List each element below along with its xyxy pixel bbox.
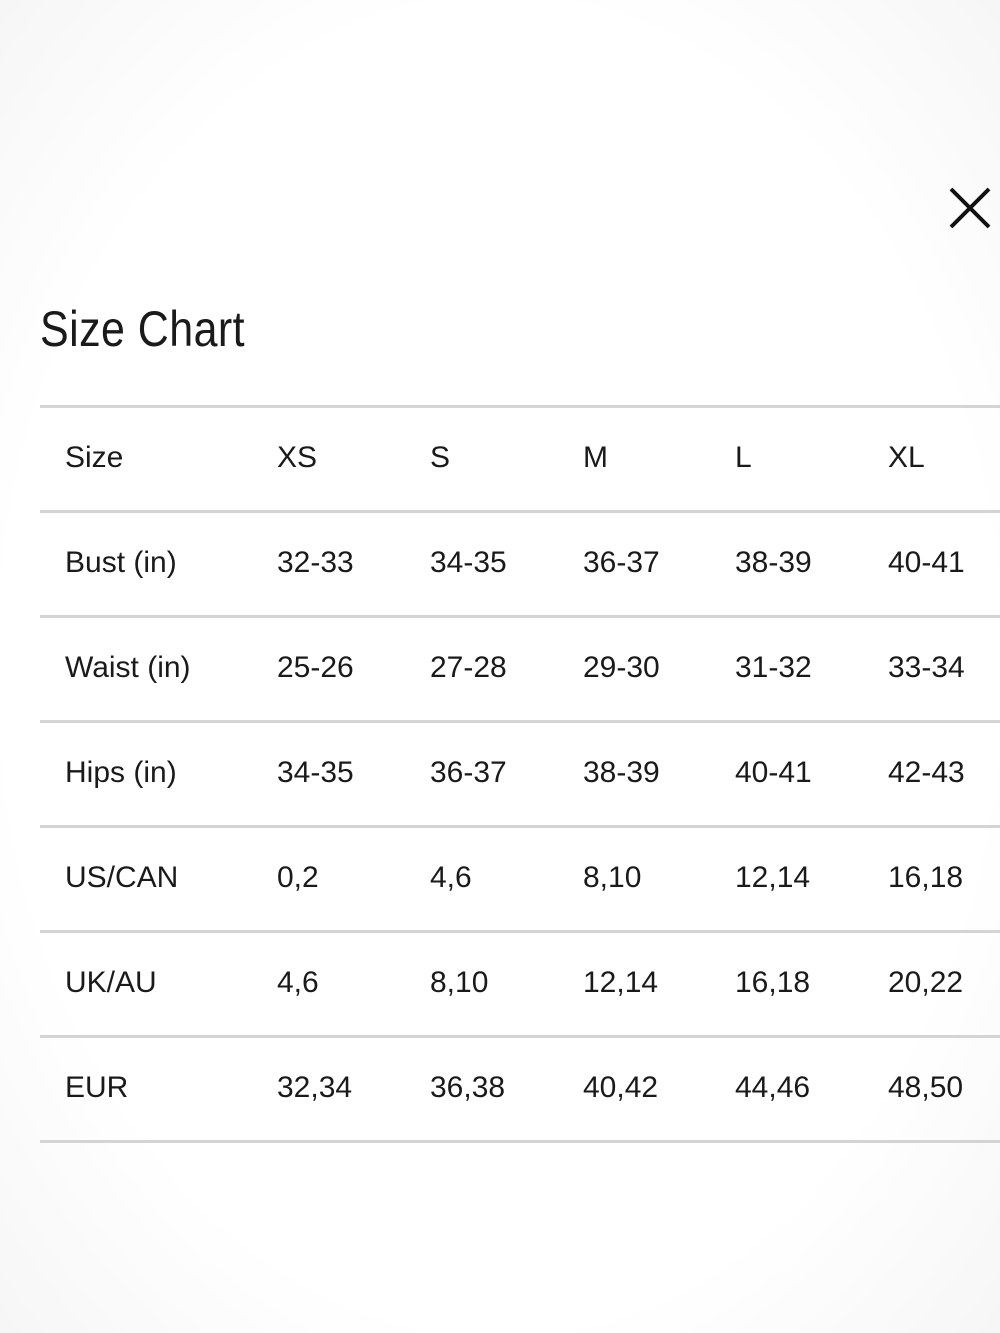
table-row: US/CAN 0,2 4,6 8,10 12,14 16,18 — [40, 825, 1000, 930]
table-cell: 36-37 — [583, 546, 660, 579]
table-cell: 40-41 — [888, 546, 965, 579]
table-row: Hips (in) 34-35 36-37 38-39 40-41 42-43 — [40, 720, 1000, 825]
table-cell: 38-39 — [583, 756, 660, 789]
table-cell: Waist (in) — [65, 651, 191, 684]
table-cell: Hips (in) — [65, 756, 177, 789]
table-cell: S — [430, 441, 451, 474]
size-table: Size XS S M L XL Bust (in) 32-33 34-35 36-37 38-39… — [40, 405, 1000, 1143]
table-cell: 29-30 — [583, 651, 660, 684]
table-cell: XL — [888, 441, 925, 474]
table-cell: 16,18 — [888, 861, 964, 894]
table-cell: EUR — [65, 1071, 129, 1104]
table-cell: US/CAN — [65, 861, 179, 894]
table-cell: 12,14 — [735, 861, 811, 894]
table-cell: 40,42 — [583, 1071, 659, 1104]
table-cell: 33-34 — [888, 651, 965, 684]
table-cell: 27-28 — [430, 651, 507, 684]
table-cell: 8,10 — [583, 861, 642, 894]
table-cell: 36-37 — [430, 756, 507, 789]
table-cell: 44,46 — [735, 1071, 811, 1104]
table-cell: 4,6 — [430, 861, 472, 894]
table-cell: L — [735, 441, 752, 474]
table-cell: 12,14 — [583, 966, 659, 999]
close-button[interactable] — [948, 186, 992, 230]
table-cell: 34-35 — [430, 546, 507, 579]
table-cell: 34-35 — [277, 756, 354, 789]
table-cell: M — [583, 441, 608, 474]
table-cell: Bust (in) — [65, 546, 177, 579]
table-cell: 48,50 — [888, 1071, 964, 1104]
table-cell: 32,34 — [277, 1071, 353, 1104]
table-cell: XS — [277, 441, 318, 474]
modal-title: Size Chart — [40, 301, 246, 357]
table-cell: 0,2 — [277, 861, 319, 894]
table-row: Waist (in) 25-26 27-28 29-30 31-32 33-34 — [40, 615, 1000, 720]
table-cell: 16,18 — [735, 966, 811, 999]
header-row: Size XS S M L XL — [40, 405, 1000, 510]
table-cell: 42-43 — [888, 756, 965, 789]
table-cell: 36,38 — [430, 1071, 506, 1104]
table-cell: 20,22 — [888, 966, 964, 999]
table-cell: 38-39 — [735, 546, 812, 579]
table-cell: 40-41 — [735, 756, 812, 789]
table-cell: Size — [65, 441, 124, 474]
table-row: EUR 32,34 36,38 40,42 44,46 48,50 — [40, 1035, 1000, 1143]
table-row: UK/AU 4,6 8,10 12,14 16,18 20,22 — [40, 930, 1000, 1035]
table-cell: UK/AU — [65, 966, 157, 999]
table-cell: 32-33 — [277, 546, 354, 579]
table-cell: 8,10 — [430, 966, 489, 999]
table-row: Bust (in) 32-33 34-35 36-37 38-39 40-41 — [40, 510, 1000, 615]
table-cell: 31-32 — [735, 651, 812, 684]
table-cell: 25-26 — [277, 651, 354, 684]
table-cell: 4,6 — [277, 966, 319, 999]
